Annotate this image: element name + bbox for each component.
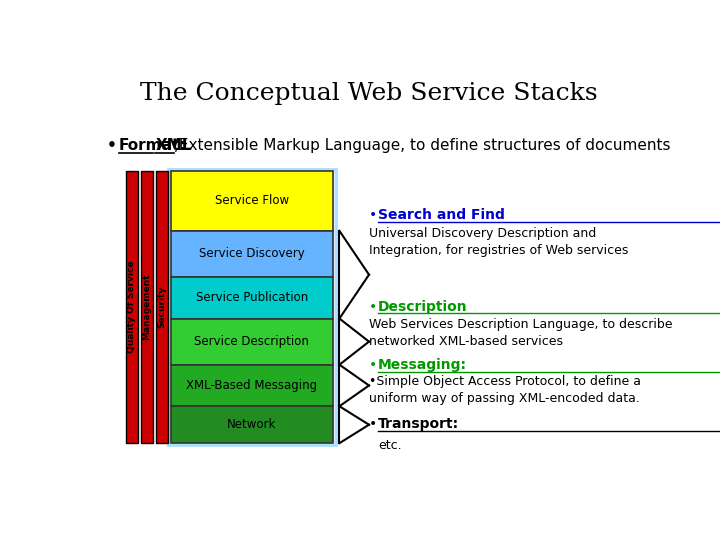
Text: Format:: Format: [119,138,186,153]
Text: XML-Based Messaging: XML-Based Messaging [186,379,318,392]
Text: •: • [369,300,377,314]
Text: Universal Discovery Description and
Integration, for registries of Web services: Universal Discovery Description and Inte… [369,227,629,258]
Text: Security: Security [158,286,166,328]
FancyBboxPatch shape [126,171,138,443]
FancyBboxPatch shape [168,168,336,445]
Text: The Conceptual Web Service Stacks: The Conceptual Web Service Stacks [140,83,598,105]
Text: Service Flow: Service Flow [215,194,289,207]
Text: Service Publication: Service Publication [196,291,308,304]
Text: Search and Find: Search and Find [378,208,505,222]
Text: Service Description: Service Description [194,335,310,348]
FancyBboxPatch shape [156,171,168,443]
FancyBboxPatch shape [171,406,333,443]
Text: Management: Management [143,274,151,340]
FancyBboxPatch shape [171,171,333,231]
Text: •Simple Object Access Protocol, to define a
uniform way of passing XML-encoded d: •Simple Object Access Protocol, to defin… [369,375,641,405]
Text: •: • [369,358,377,372]
Text: Web Services Description Language, to describe
networked XML-based services: Web Services Description Language, to de… [369,318,672,348]
Text: Service Discovery: Service Discovery [199,247,305,260]
Text: Description: Description [378,300,467,314]
FancyBboxPatch shape [171,277,333,319]
Text: Network: Network [227,418,276,431]
Text: •: • [369,417,377,431]
Text: etc.: etc. [378,439,402,452]
Text: ,Extensible Markup Language, to define structures of documents: ,Extensible Markup Language, to define s… [174,138,671,153]
Text: XML: XML [156,138,192,153]
FancyBboxPatch shape [171,319,333,364]
Text: Messaging:: Messaging: [378,358,467,372]
Text: •: • [369,208,377,222]
FancyBboxPatch shape [171,364,333,406]
FancyBboxPatch shape [171,231,333,277]
FancyBboxPatch shape [141,171,153,443]
Text: Transport:: Transport: [378,417,459,431]
Text: Quality Of Service: Quality Of Service [127,261,136,353]
Text: •: • [107,138,117,153]
